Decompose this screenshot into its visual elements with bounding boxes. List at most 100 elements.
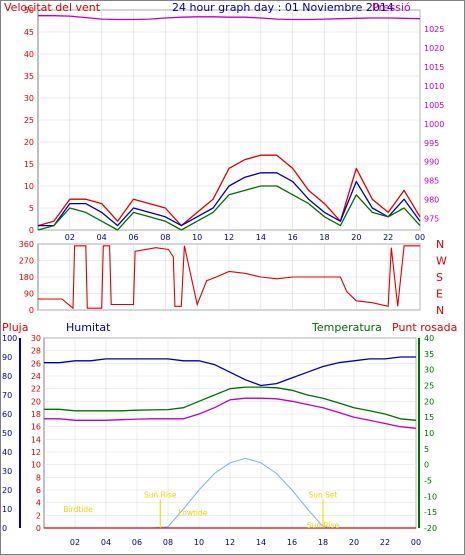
series-wind [37,185,421,231]
pressure-tick-label: 980 [424,196,439,205]
temperature-tick-label: 35 [424,350,434,359]
humidity-x-tick-label: 04 [101,538,111,547]
wind-speed-tick-label: 45 [24,28,34,37]
pressure-tick-label: 995 [424,139,439,148]
annotation-label: Sun Rise [144,491,177,500]
wind-speed-tick-label: 25 [24,116,34,125]
temperature-tick-label: 5 [424,445,429,454]
wind-x-tick-label: 16 [288,233,298,242]
pressure-tick-label: 1010 [424,82,444,91]
dew-point-label: Punt rosada [392,321,458,334]
wind-x-tick-label: 08 [160,233,170,242]
wind-x-tick-label: 12 [224,233,234,242]
series-pressure [38,15,421,21]
direction-tick-label: 0 [29,306,34,315]
rain-tick-label: 8 [36,473,41,482]
compass-label: N [436,304,444,317]
series-gust [37,154,421,227]
annotation-label: Birdtide [63,505,93,514]
pressure-tick-label: 990 [424,158,439,167]
rain-tick-label: 10 [31,461,41,470]
compass-label: E [436,288,443,301]
pressure-tick-label: 975 [424,215,439,224]
wind-x-tick-label: 02 [65,233,75,242]
humidity-x-tick-label: 12 [225,538,235,547]
humidity-tick-label: 50 [2,429,12,438]
rain-tick-label: 30 [31,334,41,343]
humidity-x-tick-label: 14 [256,538,266,547]
wind-x-tick-label: 10 [192,233,202,242]
temperature-label: Temperatura [312,321,382,334]
series-wind-direction [38,245,420,310]
temperature-tick-label: 30 [424,366,434,375]
rain-tick-label: 4 [36,499,41,508]
compass-label: N [436,238,444,251]
rain-tick-label: 12 [31,448,41,457]
humidity-tick-label: 80 [2,372,12,381]
rain-tick-label: 18 [31,410,41,419]
temperature-tick-label: 15 [424,413,434,422]
wind-speed-label: Velocitat del vent [4,1,101,14]
rain-tick-label: 22 [31,385,41,394]
wind-speed-tick-label: 0 [29,226,34,235]
wind-speed-tick-label: 30 [24,94,34,103]
humidity-x-tick-label: 10 [194,538,204,547]
wind-speed-tick-label: 5 [29,204,34,213]
direction-tick-label: 180 [19,273,34,282]
humidity-tick-label: 20 [2,486,12,495]
temperature-tick-label: 40 [424,334,434,343]
wind-x-tick-label: 22 [383,233,393,242]
wind-speed-tick-label: 10 [24,182,34,191]
wind-x-tick-label: 04 [97,233,107,242]
rain-tick-label: 2 [36,511,41,520]
rain-tick-label: 16 [31,423,41,432]
wind-x-tick-label: 20 [351,233,361,242]
pressure-tick-label: 1000 [424,120,444,129]
humidity-x-tick-label: 06 [132,538,142,547]
humidity-x-tick-label: 22 [380,538,390,547]
humidity-x-tick-label: 02 [70,538,80,547]
pressure-tick-label: 985 [424,177,439,186]
wind-x-tick-label: 14 [256,233,266,242]
rain-tick-label: 24 [31,372,41,381]
pressure-tick-label: 1005 [424,101,444,110]
series-humidity [44,356,416,387]
pressure-tick-label: 1025 [424,25,444,34]
rain-tick-label: 6 [36,486,41,495]
humidity-tick-label: 60 [2,410,12,419]
pressure-tick-label: 1015 [424,63,444,72]
rain-label: Pluja [2,321,29,334]
wind-speed-tick-label: 15 [24,160,34,169]
pressure-label: Pressió [372,1,411,14]
wind-speed-tick-label: 35 [24,72,34,81]
rain-tick-label: 28 [31,347,41,356]
compass-label: S [436,271,443,284]
humidity-tick-label: 70 [2,391,12,400]
series-wind_avg [38,172,421,227]
humidity-tick-label: 10 [2,505,12,514]
temperature-tick-label: 25 [424,382,434,391]
temperature-tick-label: -15 [424,508,437,517]
compass-label: W [436,255,447,268]
series-dew_point [44,397,417,429]
annotation-label: Sun Rise [307,521,340,530]
temperature-tick-label: -20 [424,524,437,533]
humidity-tick-label: 40 [2,448,12,457]
rain-tick-label: 20 [31,397,41,406]
humidity-x-tick-label: 16 [287,538,297,547]
temperature-tick-label: -5 [424,477,432,486]
humidity-x-tick-label: 00 [411,538,421,547]
direction-tick-label: 90 [24,290,34,299]
pressure-tick-label: 1020 [424,44,444,53]
direction-tick-label: 270 [19,257,34,266]
series-temperature [44,386,417,421]
humidity-tick-label: 100 [2,334,17,343]
wind-speed-tick-label: 40 [24,50,34,59]
temperature-tick-label: 0 [424,461,429,470]
direction-tick-label: 360 [19,240,34,249]
humidity-label: Humitat [66,321,111,334]
humidity-tick-label: 90 [2,353,12,362]
wind-speed-tick-label: 20 [24,138,34,147]
wind-x-tick-label: 00 [415,233,425,242]
